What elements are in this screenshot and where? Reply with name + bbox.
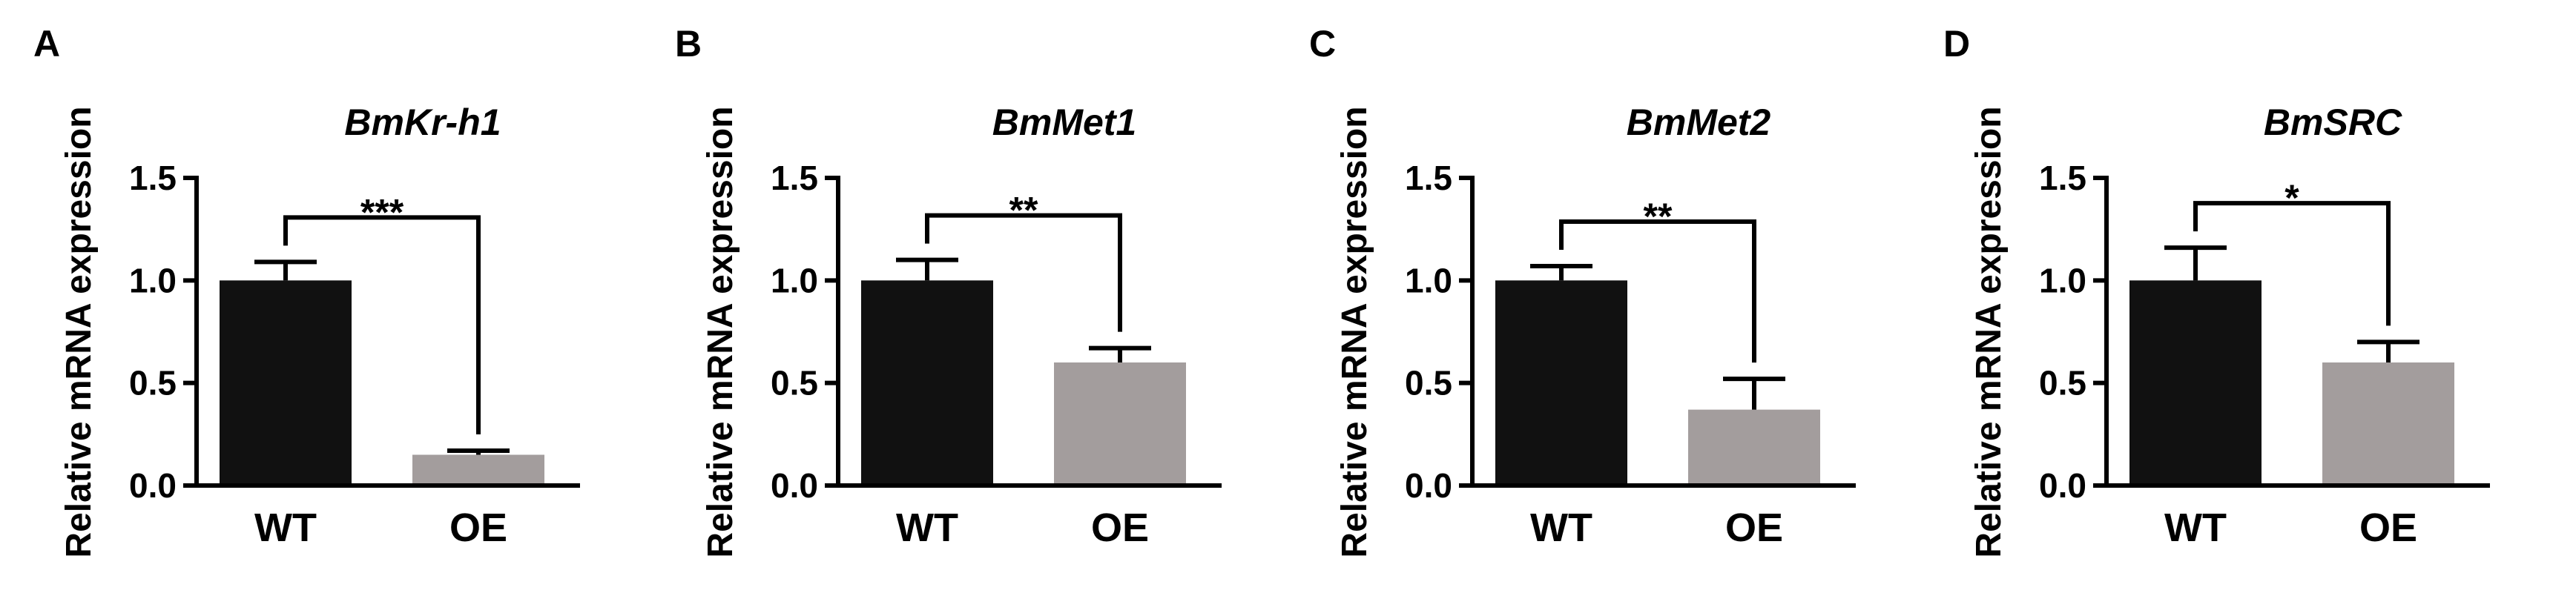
y-tick-label: 1.5 — [129, 159, 177, 197]
y-tick-label: 0.0 — [1405, 466, 1452, 505]
significance-label: ** — [1644, 196, 1673, 237]
y-tick-label: 0.0 — [771, 466, 818, 505]
y-axis-label: Relative mRNA expression — [701, 106, 740, 557]
y-axis-label: Relative mRNA expression — [1969, 106, 2009, 557]
y-tick-label: 0.5 — [2039, 364, 2086, 402]
y-tick-label: 1.0 — [1405, 261, 1452, 299]
bar-wt — [861, 280, 993, 486]
significance-bracket — [1559, 219, 1756, 363]
chart-panel-c: C BmMet2 Relative mRNA expression 0.0 0.5 1.0… — [1309, 23, 1856, 558]
x-category-label-oe: OE — [1091, 506, 1149, 550]
significance-label: *** — [360, 191, 404, 233]
panel-letter: C — [1309, 23, 1336, 64]
chart-panel-a: A BmKr-h1 Relative mRNA expression 0.0 0.5 1.… — [33, 23, 580, 558]
significance-label: * — [2285, 177, 2299, 219]
x-category-label-oe: OE — [449, 506, 507, 550]
x-category-label-wt: WT — [896, 506, 958, 550]
panel-letter: A — [33, 23, 60, 64]
significance-bracket — [2193, 201, 2391, 326]
bar-oe — [2322, 362, 2454, 486]
y-tick-label: 1.0 — [2039, 261, 2086, 299]
x-category-label-wt: WT — [1530, 506, 1592, 550]
y-tick-label: 1.0 — [129, 261, 177, 299]
chart-title: BmSRC — [2264, 102, 2402, 143]
significance-label: ** — [1009, 190, 1038, 231]
bar-wt — [2129, 280, 2262, 486]
bar-oe — [1054, 362, 1186, 486]
y-tick-label: 0.5 — [1405, 364, 1452, 402]
y-tick-label: 0.5 — [129, 364, 177, 402]
y-axis-label: Relative mRNA expression — [59, 106, 99, 557]
y-tick-label: 0.5 — [771, 364, 818, 402]
bar-oe — [1688, 409, 1820, 486]
y-axis-label: Relative mRNA expression — [1335, 106, 1374, 557]
panel-letter: B — [675, 23, 702, 64]
bar-wt — [1495, 280, 1627, 486]
x-category-label-oe: OE — [1725, 506, 1783, 550]
chart-title: BmMet2 — [1627, 102, 1771, 143]
bar-wt — [220, 280, 352, 486]
chart-title: BmKr-h1 — [344, 102, 501, 143]
x-category-label-oe: OE — [2359, 506, 2417, 550]
y-tick-label: 0.0 — [2039, 466, 2086, 505]
chart-title: BmMet1 — [992, 102, 1136, 143]
y-tick-label: 1.5 — [1405, 159, 1452, 197]
significance-bracket — [283, 215, 481, 434]
x-category-label-wt: WT — [2164, 506, 2227, 550]
y-tick-label: 1.0 — [771, 261, 818, 299]
chart-panel-d: D BmSRC Relative mRNA expression 0.0 0.5 1.0 1… — [1943, 23, 2490, 558]
panel-letter: D — [1943, 23, 1970, 64]
y-tick-label: 1.5 — [771, 159, 818, 197]
chart-panel-b: B BmMet1 Relative mRNA expression 0.0 0.5 1.0… — [675, 23, 1222, 558]
bar-oe — [412, 454, 544, 486]
y-tick-label: 1.5 — [2039, 159, 2086, 197]
x-category-label-wt: WT — [254, 506, 317, 550]
y-tick-label: 0.0 — [129, 466, 177, 505]
significance-bracket — [925, 213, 1122, 332]
